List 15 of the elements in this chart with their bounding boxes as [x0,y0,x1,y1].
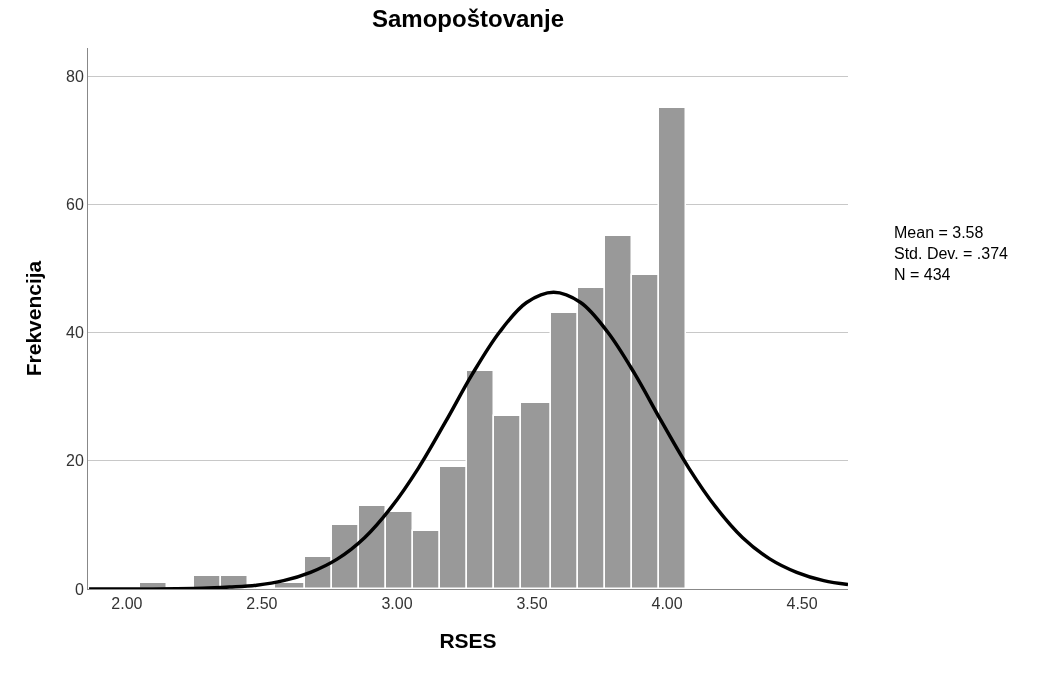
x-tick-label: 2.50 [246,595,278,613]
x-tick-label: 3.50 [516,595,548,613]
y-tick-label: 0 [74,580,84,598]
x-tick-label: 3.00 [381,595,413,613]
x-tick-label: 4.50 [786,595,818,613]
y-tick-label: 80 [66,67,84,85]
x-axis-title: RSES [439,629,497,653]
y-tick-label: 60 [66,196,84,213]
y-tick-label: 40 [66,324,84,342]
x-tick-label: 4.00 [651,595,683,613]
y-axis-title: Frekvencija [22,260,46,377]
text: Mean = 3.58 Std. Dev. = .374 N = 434 [894,224,1009,283]
y-tick-label: 20 [66,452,84,470]
chart-title: Samopoštovanje [371,4,565,32]
x-tick-label: 2.00 [111,595,143,613]
